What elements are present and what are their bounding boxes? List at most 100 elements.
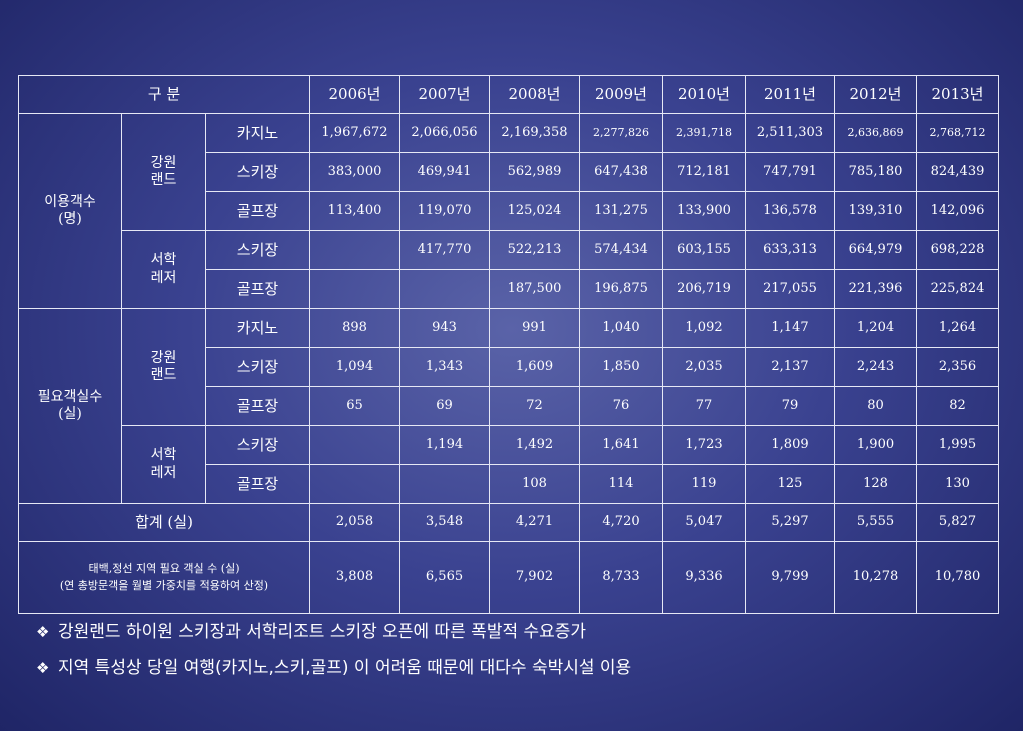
value-cell: 80 bbox=[834, 386, 917, 426]
value-cell: 79 bbox=[745, 386, 835, 426]
value-cell: 664,979 bbox=[834, 230, 917, 270]
value-cell: 1,967,672 bbox=[309, 113, 400, 153]
value-cell: 82 bbox=[916, 386, 999, 426]
value-cell: 824,439 bbox=[916, 152, 999, 192]
facility-label: 골프장 bbox=[205, 386, 310, 426]
value-cell: 698,228 bbox=[916, 230, 999, 270]
facility-label: 스키장 bbox=[205, 230, 310, 270]
value-cell: 187,500 bbox=[489, 269, 580, 309]
value-cell: 898 bbox=[309, 308, 400, 348]
value-cell: 943 bbox=[399, 308, 490, 348]
value-cell: 2,035 bbox=[662, 347, 746, 387]
regional-label: 태백,정선 지역 필요 객실 수 (실) (연 총방문객을 월별 가중치를 적용… bbox=[18, 541, 310, 614]
value-cell: 5,555 bbox=[834, 503, 917, 542]
value-cell: 633,313 bbox=[745, 230, 835, 270]
value-cell: 142,096 bbox=[916, 191, 999, 231]
value-cell: 1,609 bbox=[489, 347, 580, 387]
value-cell: 2,169,358 bbox=[489, 113, 580, 153]
value-cell: 133,900 bbox=[662, 191, 746, 231]
table-row: 골프장 113,400 119,070 125,024 131,275 133,… bbox=[19, 191, 999, 231]
value-cell: 136,578 bbox=[745, 191, 835, 231]
value-cell: 2,066,056 bbox=[399, 113, 490, 153]
value-cell bbox=[309, 269, 400, 309]
regional-row: 태백,정선 지역 필요 객실 수 (실) (연 총방문객을 월별 가중치를 적용… bbox=[18, 541, 999, 614]
value-cell: 3,548 bbox=[399, 503, 490, 542]
value-cell: 2,768,712 bbox=[916, 113, 999, 153]
seohak-leisure-label: 서학 레저 bbox=[121, 425, 206, 504]
kangwon-land-label: 강원 랜드 bbox=[121, 113, 206, 231]
value-cell bbox=[309, 230, 400, 270]
value-cell: 2,243 bbox=[834, 347, 917, 387]
value-cell: 206,719 bbox=[662, 269, 746, 309]
value-cell: 217,055 bbox=[745, 269, 835, 309]
value-cell: 417,770 bbox=[399, 230, 490, 270]
value-cell: 72 bbox=[489, 386, 580, 426]
value-cell: 1,147 bbox=[745, 308, 835, 348]
table-row: 골프장 108 114 119 125 128 130 bbox=[19, 464, 999, 504]
value-cell: 1,264 bbox=[916, 308, 999, 348]
value-cell: 225,824 bbox=[916, 269, 999, 309]
table-row: 스키장 383,000 469,941 562,989 647,438 712,… bbox=[19, 152, 999, 192]
value-cell: 1,094 bbox=[309, 347, 400, 387]
value-cell bbox=[309, 464, 400, 504]
facility-label: 카지노 bbox=[205, 113, 310, 153]
value-cell: 2,356 bbox=[916, 347, 999, 387]
value-cell: 2,058 bbox=[309, 503, 400, 542]
value-cell bbox=[309, 425, 400, 465]
table-row: 서학 레저 스키장 417,770 522,213 574,434 603,15… bbox=[19, 230, 999, 309]
value-cell: 128 bbox=[834, 464, 917, 504]
value-cell: 1,092 bbox=[662, 308, 746, 348]
value-cell: 9,336 bbox=[662, 541, 746, 614]
value-cell: 1,850 bbox=[579, 347, 663, 387]
year-header: 2012년 bbox=[834, 75, 917, 114]
year-header: 2007년 bbox=[399, 75, 490, 114]
kangwon-land-label: 강원 랜드 bbox=[121, 308, 206, 426]
value-cell: 130 bbox=[916, 464, 999, 504]
bullet-text: 지역 특성상 당일 여행(카지노,스키,골프) 이 어려움 때문에 대다수 숙박… bbox=[58, 658, 632, 678]
year-header: 2011년 bbox=[745, 75, 835, 114]
value-cell: 1,809 bbox=[745, 425, 835, 465]
bullet-item: ❖ 강원랜드 하이원 스키장과 서학리조트 스키장 오픈에 따른 폭발적 수요증가 bbox=[36, 618, 631, 654]
value-cell bbox=[399, 269, 490, 309]
value-cell: 1,343 bbox=[399, 347, 490, 387]
category-header: 구 분 bbox=[18, 75, 310, 114]
value-cell: 77 bbox=[662, 386, 746, 426]
value-cell: 2,391,718 bbox=[662, 113, 746, 153]
year-header: 2013년 bbox=[916, 75, 999, 114]
demand-table: 구 분 2006년 2007년 2008년 2009년 2010년 2011년 … bbox=[18, 75, 999, 614]
value-cell: 131,275 bbox=[579, 191, 663, 231]
value-cell: 712,181 bbox=[662, 152, 746, 192]
value-cell: 196,875 bbox=[579, 269, 663, 309]
value-cell: 4,271 bbox=[489, 503, 580, 542]
table-row: 이용객수 (명) 강원 랜드 카지노 1,967,672 2,066,056 2… bbox=[18, 113, 999, 309]
value-cell: 785,180 bbox=[834, 152, 917, 192]
value-cell: 2,137 bbox=[745, 347, 835, 387]
value-cell: 562,989 bbox=[489, 152, 580, 192]
bullet-text: 강원랜드 하이원 스키장과 서학리조트 스키장 오픈에 따른 폭발적 수요증가 bbox=[58, 622, 587, 642]
value-cell: 574,434 bbox=[579, 230, 663, 270]
value-cell: 8,733 bbox=[579, 541, 663, 614]
value-cell: 5,827 bbox=[916, 503, 999, 542]
bullet-item: ❖ 지역 특성상 당일 여행(카지노,스키,골프) 이 어려움 때문에 대다수 숙… bbox=[36, 654, 631, 690]
value-cell: 2,277,826 bbox=[579, 113, 663, 153]
value-cell: 2,636,869 bbox=[834, 113, 917, 153]
value-cell: 76 bbox=[579, 386, 663, 426]
table-row: 필요객실수 (실) 강원 랜드 카지노 898 943 991 1,040 1,… bbox=[18, 308, 999, 504]
bullet-list: ❖ 강원랜드 하이원 스키장과 서학리조트 스키장 오픈에 따른 폭발적 수요증가… bbox=[36, 618, 631, 690]
value-cell: 10,780 bbox=[916, 541, 999, 614]
value-cell: 1,995 bbox=[916, 425, 999, 465]
year-header: 2006년 bbox=[309, 75, 400, 114]
facility-label: 스키장 bbox=[205, 152, 310, 192]
value-cell: 522,213 bbox=[489, 230, 580, 270]
value-cell: 5,297 bbox=[745, 503, 835, 542]
table-row: 골프장 65 69 72 76 77 79 80 82 bbox=[19, 386, 999, 426]
total-label: 합계 (실) bbox=[18, 503, 310, 542]
value-cell: 9,799 bbox=[745, 541, 835, 614]
rooms-label: 필요객실수 (실) bbox=[18, 308, 122, 504]
value-cell: 65 bbox=[309, 386, 400, 426]
value-cell: 1,204 bbox=[834, 308, 917, 348]
value-cell: 221,396 bbox=[834, 269, 917, 309]
value-cell: 1,194 bbox=[399, 425, 490, 465]
value-cell: 1,492 bbox=[489, 425, 580, 465]
seohak-leisure-label: 서학 레저 bbox=[121, 230, 206, 309]
